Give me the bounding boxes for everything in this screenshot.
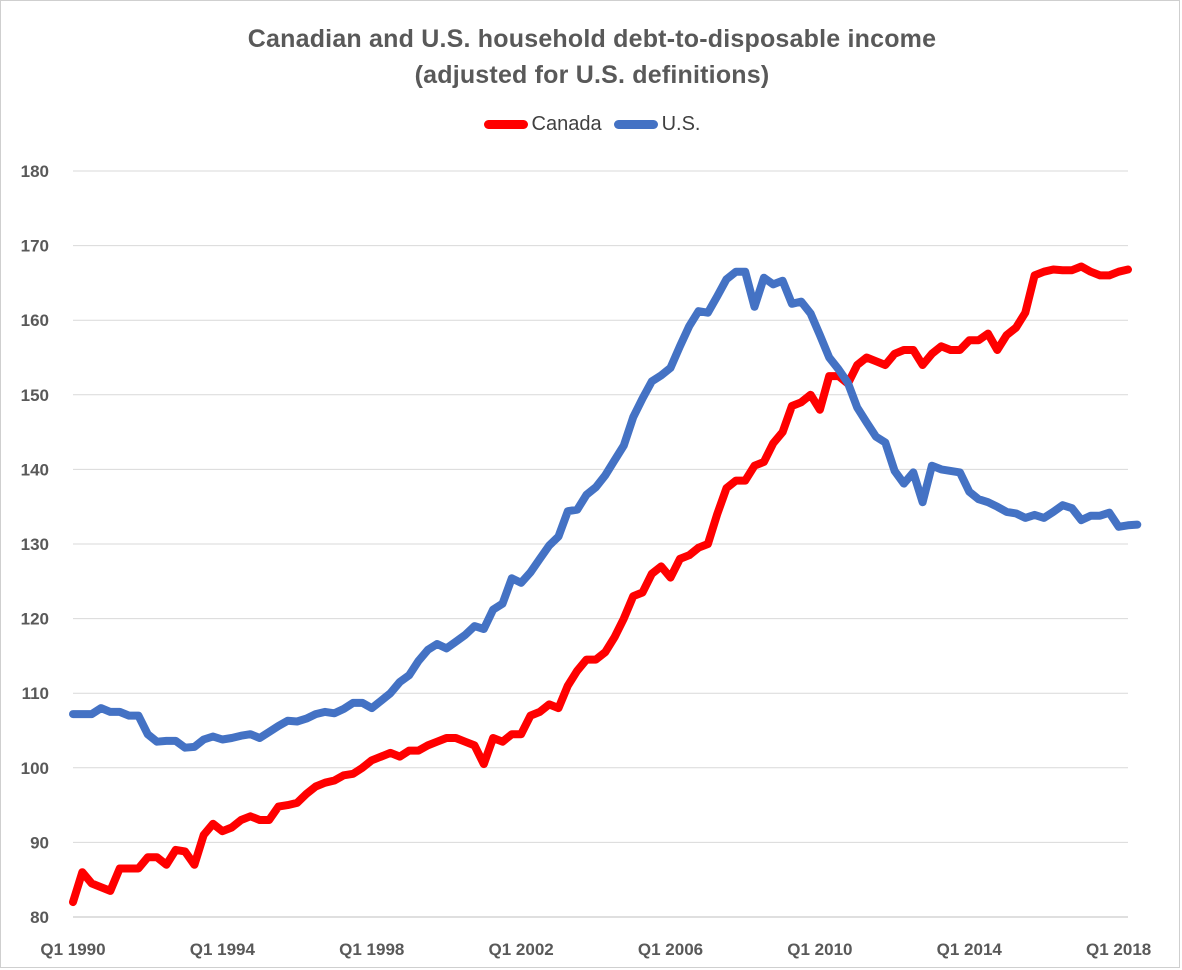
legend-label-us: U.S. [661,113,701,135]
y-tick-label: 130 [21,535,49,554]
x-tick-label: Q1 2014 [937,940,1003,959]
x-tick-label: Q1 1998 [339,940,404,959]
y-tick-label: 180 [21,162,49,181]
chart-title: Canadian and U.S. household debt-to-disp… [247,25,937,53]
y-tick-label: 150 [21,386,49,405]
y-tick-label: 100 [21,759,49,778]
x-tick-label: Q1 2010 [787,940,852,959]
x-tick-label: Q1 1994 [190,940,256,959]
series-line-us [69,267,1142,752]
legend-swatch-us [613,120,658,129]
y-tick-label: 90 [30,833,49,852]
y-tick-label: 170 [21,237,49,256]
chart-subtitle: (adjusted for U.S. definitions) [414,61,770,89]
x-tick-label: Q1 2002 [489,940,554,959]
legend-label-canada: Canada [531,113,602,135]
legend-item-us: U.S. [613,113,701,136]
y-tick-label: 110 [22,684,49,703]
y-tick-label: 160 [21,311,49,330]
legend-swatch-canada [483,120,528,129]
chart-legend: Canada U.S. [1,113,1182,136]
y-tick-label: 140 [21,460,49,479]
x-tick-label: Q1 1990 [40,940,105,959]
y-tick-label: 120 [21,610,49,629]
legend-item-canada: Canada [483,113,602,136]
x-tick-label: Q1 2018 [1086,940,1151,959]
x-tick-label: Q1 2006 [638,940,703,959]
y-tick-label: 80 [30,908,49,927]
series-line-canada [69,262,1132,907]
